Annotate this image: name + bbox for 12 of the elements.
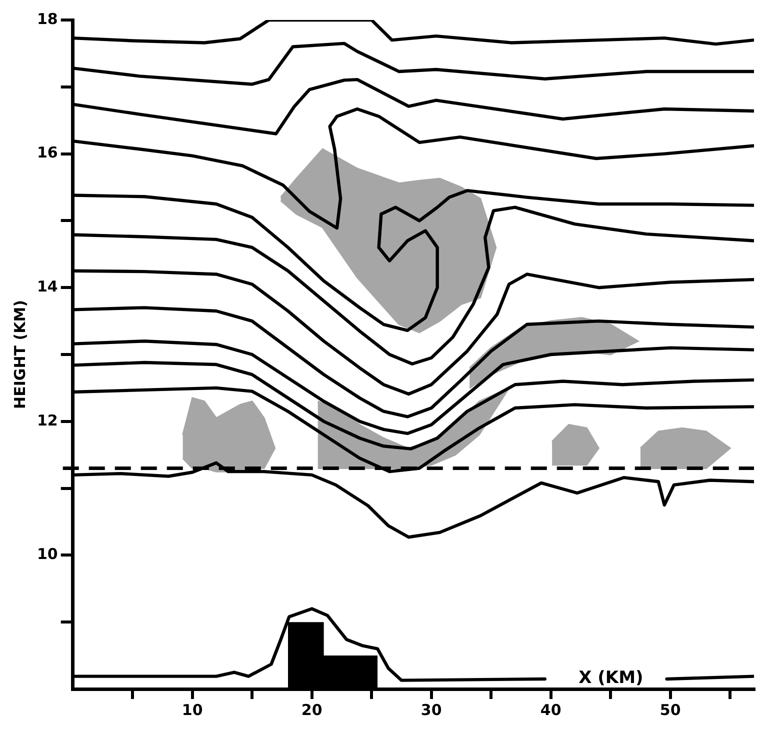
y-axis-title: HEIGHT (KM) (10, 300, 29, 409)
x-tick-label: 20 (301, 700, 322, 719)
y-tick-label: 16 (37, 144, 58, 162)
x-axis-title: X (KM) (578, 668, 644, 688)
y-tick-label: 18 (37, 10, 58, 28)
x-tick-label: 40 (540, 700, 562, 719)
x-tick-label: 30 (420, 700, 442, 719)
y-tick-label: 14 (37, 277, 58, 296)
x-tick-label: 50 (660, 700, 681, 719)
x-tick-label: 10 (182, 700, 203, 719)
y-tick-label: 10 (37, 545, 58, 564)
y-tick-label: 12 (37, 411, 58, 430)
